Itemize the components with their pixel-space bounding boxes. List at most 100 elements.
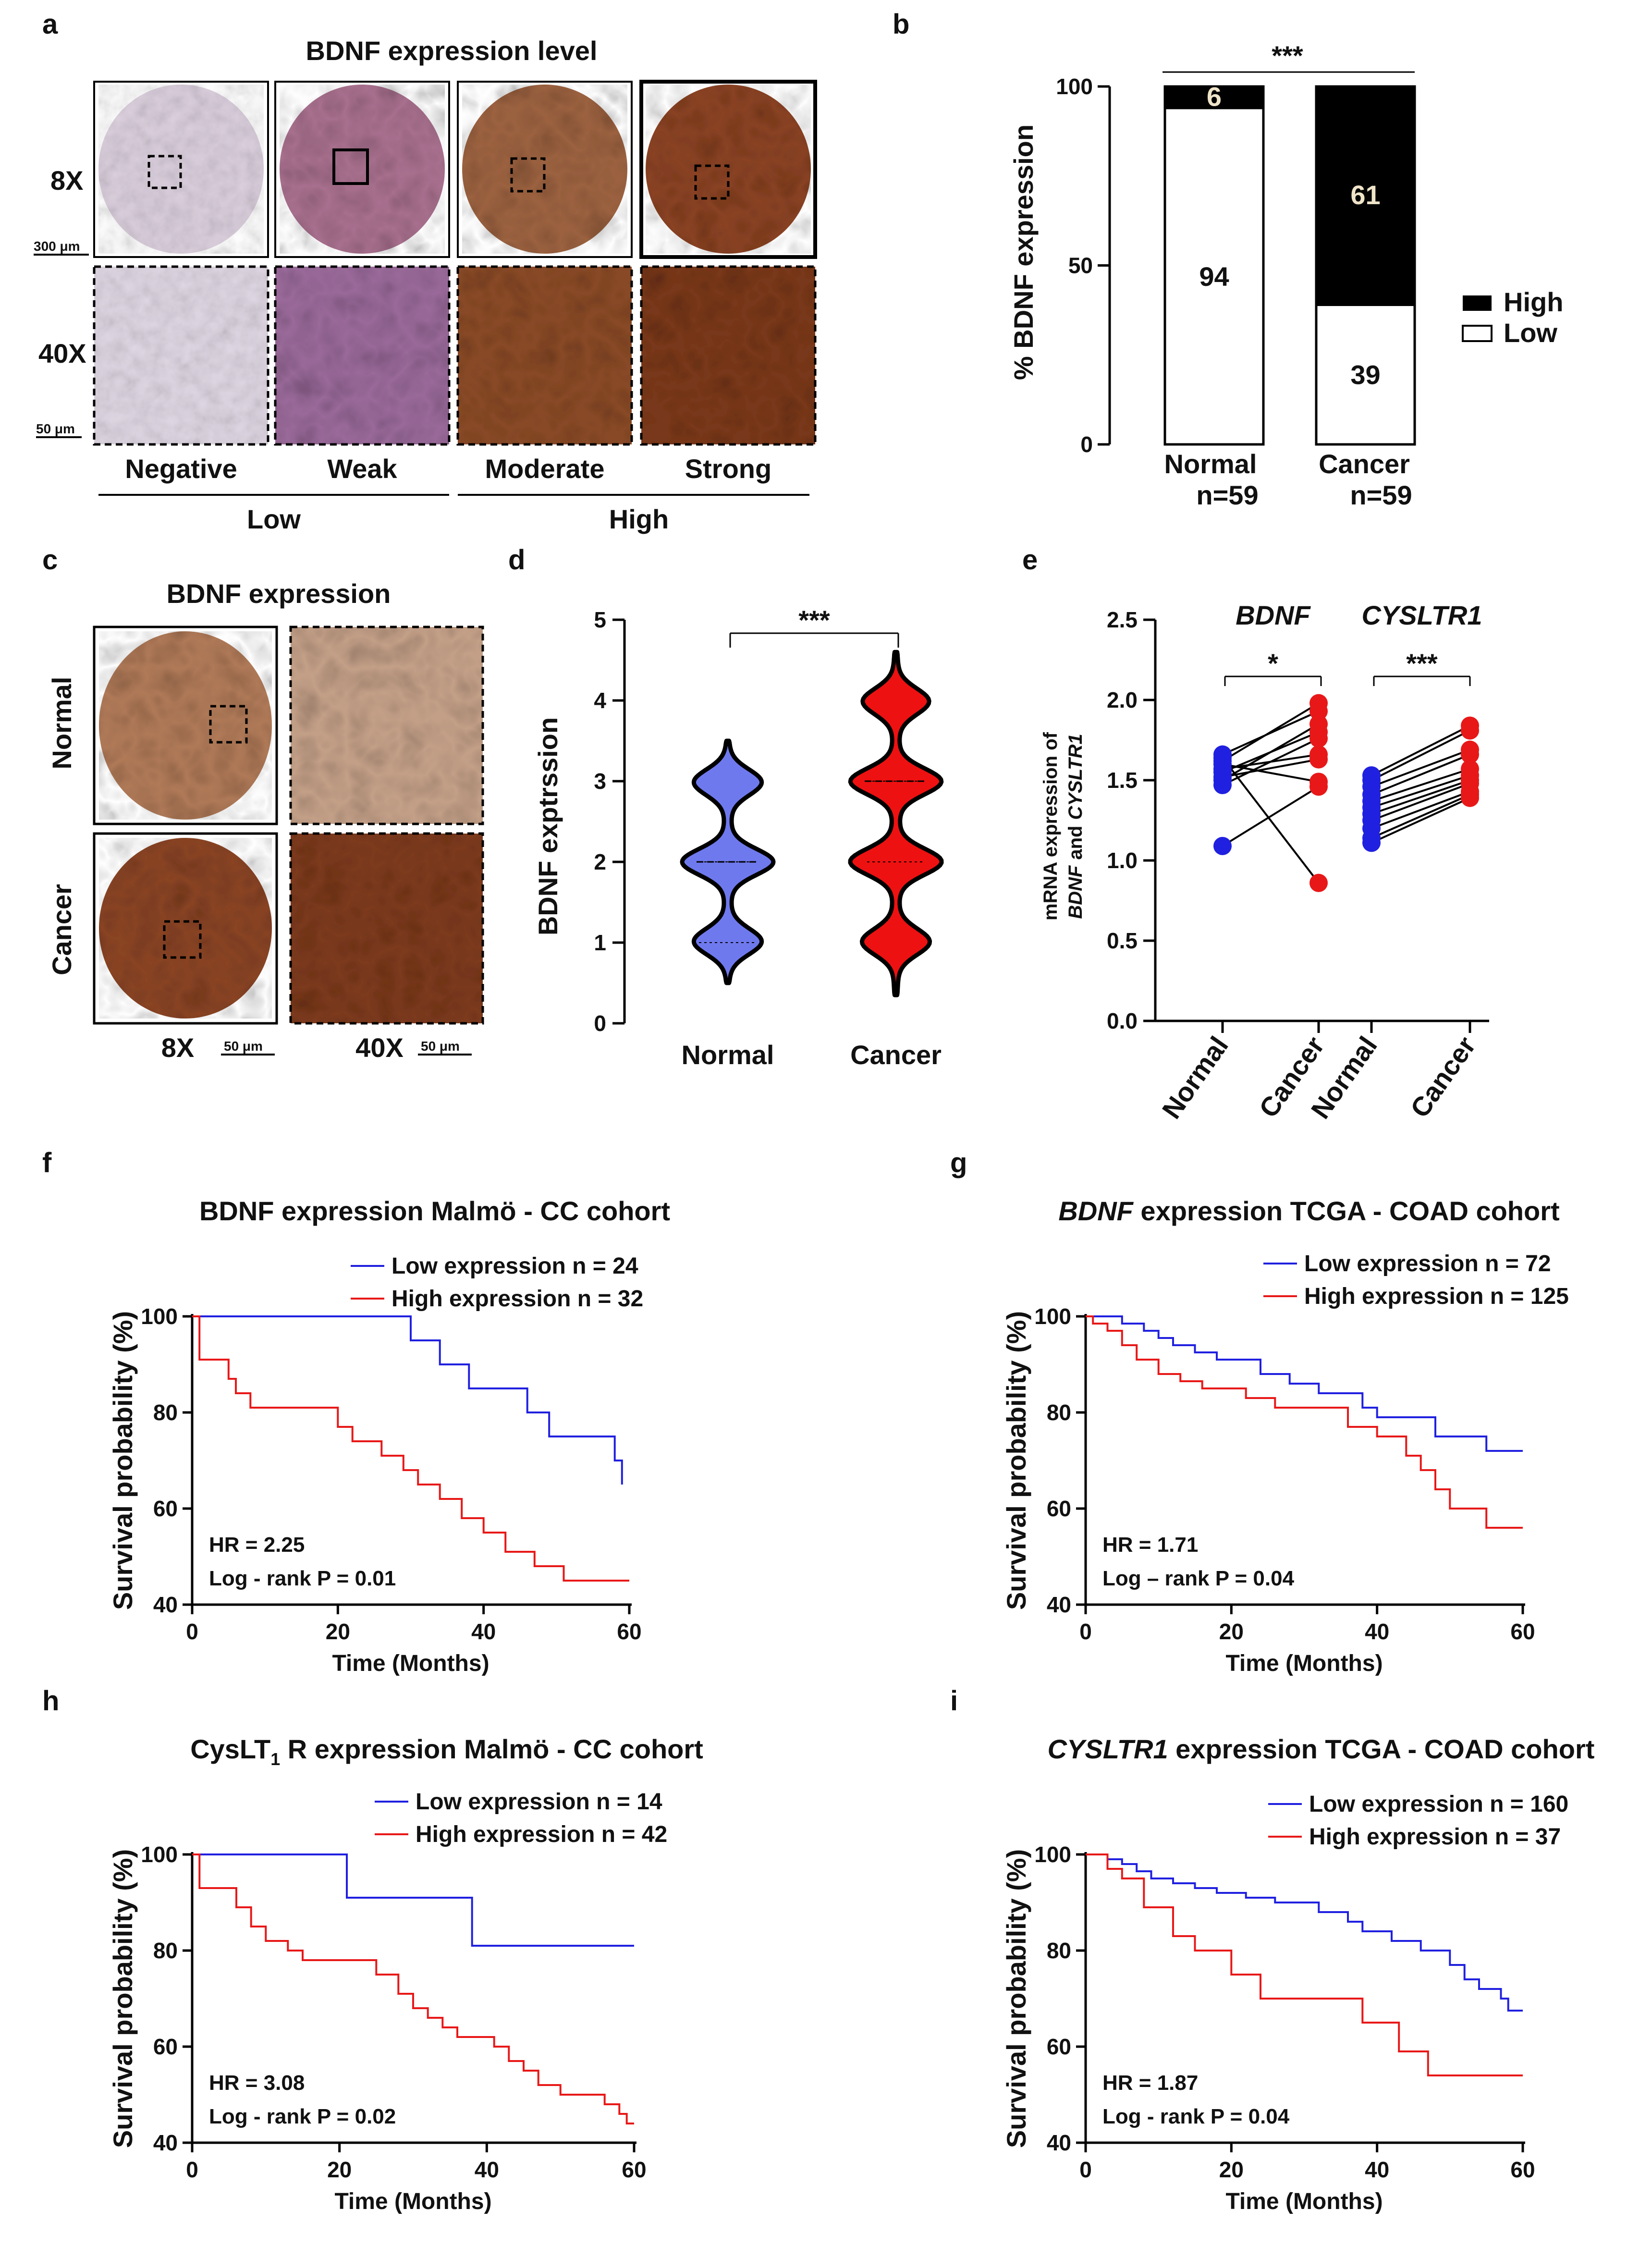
tile-cancer-8x	[93, 832, 278, 1025]
b-legend-low-swatch	[1462, 325, 1493, 342]
e-pair-line-cysltr1-8	[1371, 790, 1470, 830]
b-label-high-normal: 6	[1207, 81, 1222, 111]
km-g-ylabel: Survival probability (%)	[1001, 1311, 1031, 1610]
c-scalebar-1-label: 50 μm	[224, 1039, 263, 1054]
panel-letter-a: a	[42, 9, 58, 40]
tile-normal-8x	[93, 626, 278, 825]
e-ylabel-bdnf: BDNF	[1065, 865, 1086, 919]
km-i-xtick-label-3: 60	[1510, 2157, 1535, 2182]
km-h-xtick-label-1: 20	[327, 2157, 352, 2182]
km-g-curve-low	[1086, 1315, 1523, 1452]
tile-cancer-40x	[289, 832, 484, 1025]
b-bar-high-cancer	[1315, 85, 1416, 306]
panel-letter-b: b	[893, 9, 909, 40]
panel-i: i CYSLTR1 expression TCGA - COAD cohort …	[950, 1685, 1594, 2214]
e-sig-cysltr1: ***	[1406, 648, 1438, 678]
b-label-high-cancer: 61	[1350, 180, 1380, 210]
km-f-ytick-label-1: 60	[153, 1496, 178, 1521]
g-title-rest: expression TCGA - COAD cohort	[1133, 1196, 1560, 1226]
panel-letter-c: c	[42, 544, 58, 576]
e-point-normal-cysltr1-10	[1362, 834, 1381, 852]
km-f-xtick-label-3: 60	[617, 1619, 641, 1644]
km-g-xlabel: Time (Months)	[1225, 1651, 1383, 1676]
km-g-ytick-label-1: 60	[1047, 1496, 1071, 1521]
d-ytick-label-3: 3	[594, 769, 606, 794]
km-h-curve-low	[192, 1853, 634, 1947]
e-pair-line-cysltr1-9	[1371, 794, 1470, 839]
e-pair-line-cysltr1-7	[1371, 782, 1470, 822]
b-bar-low-normal	[1163, 107, 1265, 446]
panel-b: b % BDNF expression 0 50 100 94 6 39 61 *** N…	[893, 9, 1563, 510]
e-ylabel-cysltr1: CYSLTR1	[1065, 734, 1086, 820]
km-i-ytick-label-1: 60	[1047, 2034, 1071, 2059]
km-f-annotation-0: HR = 2.25	[209, 1533, 305, 1557]
panel-letter-g: g	[950, 1147, 967, 1178]
e-ytick-label-3: 1.5	[1107, 768, 1138, 793]
i-title-gene: CYSLTR1	[1048, 1734, 1168, 1764]
b-xtick-normal: Normal	[1164, 449, 1257, 479]
e-point-cancer-bdnf-8	[1309, 873, 1328, 892]
b-legend-high-swatch	[1463, 295, 1492, 311]
km-f-annotation-1: Log - rank P = 0.01	[209, 1567, 396, 1590]
g-title: BDNF expression TCGA - COAD cohort	[1058, 1196, 1559, 1226]
d-violin-cancer	[848, 650, 944, 997]
e-point-cancer-bdnf-1	[1309, 702, 1328, 721]
km-i-curve-high	[1086, 1853, 1523, 2076]
km-h-xtick-label-2: 40	[475, 2157, 499, 2182]
e-pair-line-cysltr1-0	[1371, 724, 1470, 776]
e-points	[1213, 694, 1479, 892]
e-sig-bdnf: *	[1268, 648, 1278, 678]
km-g-ytick-label-2: 80	[1047, 1400, 1071, 1425]
tile-negative-40x	[93, 265, 269, 446]
km-f-xtick-label-0: 0	[186, 1619, 198, 1644]
tile-normal-40x	[289, 626, 484, 825]
km-h-xtick-label-0: 0	[186, 2157, 198, 2182]
scalebar-50um-label: 50 μm	[36, 421, 75, 436]
panel-a-title: BDNF expression level	[306, 36, 598, 66]
km-i-xtick-label-2: 40	[1365, 2157, 1389, 2182]
h-title-pre: CysLT	[190, 1734, 270, 1764]
km-h-xtick-label-3: 60	[622, 2157, 646, 2182]
panel-letter-e: e	[1022, 544, 1038, 576]
km-h-ytick-label-3: 100	[141, 1842, 178, 1867]
km-g-ytick-label-0: 40	[1047, 1592, 1071, 1617]
tile-weak-8x	[274, 81, 450, 258]
km-i-legend-label-low: Low expression n = 160	[1309, 1792, 1568, 1817]
e-ylabel-line1: mRNA expression of	[1040, 732, 1061, 920]
km-f-curve-high	[192, 1315, 629, 1582]
c-scalebar-2-label: 50 μm	[421, 1039, 460, 1054]
b-legend-high-label: High	[1504, 287, 1563, 317]
km-h-ytick-label-2: 80	[153, 1938, 178, 1963]
km-g-xtick-label-1: 20	[1219, 1619, 1244, 1644]
e-point-cancer-bdnf-9	[1309, 715, 1328, 734]
km-i-annotation-0: HR = 1.87	[1102, 2071, 1198, 2095]
km-f-ytick-label-2: 80	[153, 1400, 178, 1425]
e-pair-line-bdnf-5	[1222, 758, 1319, 778]
e-pair-line-bdnf-6	[1222, 763, 1319, 783]
e-pair-line-cysltr1-4	[1371, 768, 1470, 802]
km-f-xlabel: Time (Months)	[332, 1651, 489, 1676]
d-xtick-normal: Normal	[682, 1040, 774, 1070]
km-i-annotation-1: Log - rank P = 0.04	[1102, 2105, 1290, 2128]
category-moderate: Moderate	[485, 454, 605, 484]
scalebar-300um-label: 300 μm	[34, 239, 80, 254]
d-ytick-label-4: 4	[594, 688, 606, 713]
row-label-cancer: Cancer	[47, 884, 77, 975]
row-label-8x: 8X	[50, 165, 84, 196]
e-gene-cysltr1: CYSLTR1	[1362, 600, 1482, 630]
e-ytick-label-5: 2.5	[1107, 607, 1138, 632]
b-ytick-label-2: 100	[1056, 74, 1093, 99]
panel-e: e mRNA expression of BDNFandCYSLTR1 0.00…	[1022, 544, 1489, 1124]
d-yticks: 0 1 2 3 4 5	[594, 607, 624, 1036]
km-plot-h: 40 60 80 100 0 20 40 60 Time (Months) Survival pr…	[108, 1789, 667, 2214]
km-h-legend-label-high: High expression n = 42	[416, 1822, 667, 1847]
b-yticks: 0 50 100	[1056, 74, 1110, 457]
km-i-xlabel: Time (Months)	[1225, 2189, 1383, 2214]
group-low: Low	[247, 504, 301, 534]
d-ytick-label-2: 2	[594, 849, 606, 874]
e-yticks: 0.0 0.5 1.0 1.5 2.0 2.5	[1107, 607, 1155, 1033]
km-g-legend-label-low: Low expression n = 72	[1304, 1251, 1551, 1276]
e-point-cancer-cysltr1-3	[1461, 745, 1479, 764]
b-bars: 94 6 39 61	[1163, 81, 1416, 446]
